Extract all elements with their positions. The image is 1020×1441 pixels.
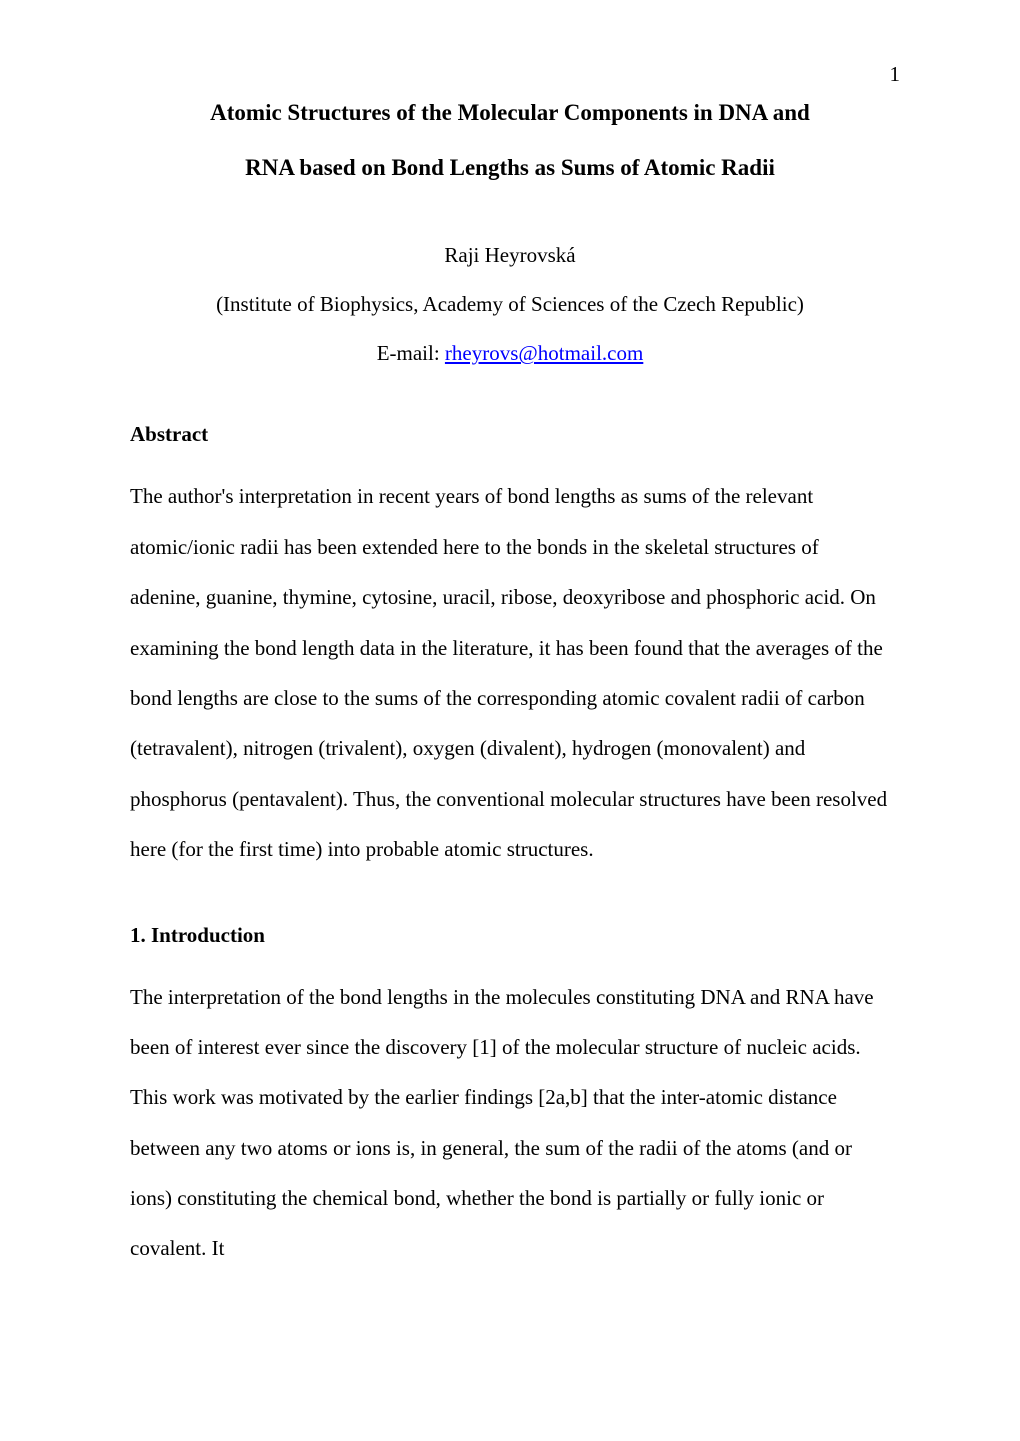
abstract-body: The author's interpretation in recent ye… (130, 471, 890, 874)
author-affiliation: (Institute of Biophysics, Academy of Sci… (130, 292, 890, 317)
abstract-section: Abstract The author's interpretation in … (130, 422, 890, 874)
introduction-heading: 1. Introduction (130, 923, 890, 948)
email-label: E-mail: (377, 341, 445, 365)
paper-title: Atomic Structures of the Molecular Compo… (130, 85, 890, 195)
title-line-2: RNA based on Bond Lengths as Sums of Ato… (130, 140, 890, 195)
title-line-1: Atomic Structures of the Molecular Compo… (130, 85, 890, 140)
author-name: Raji Heyrovská (130, 243, 890, 268)
introduction-section: 1. Introduction The interpretation of th… (130, 923, 890, 1274)
page-number: 1 (890, 62, 901, 87)
email-line: E-mail: rheyrovs@hotmail.com (130, 341, 890, 366)
abstract-heading: Abstract (130, 422, 890, 447)
email-link[interactable]: rheyrovs@hotmail.com (445, 341, 643, 365)
introduction-body: The interpretation of the bond lengths i… (130, 972, 890, 1274)
